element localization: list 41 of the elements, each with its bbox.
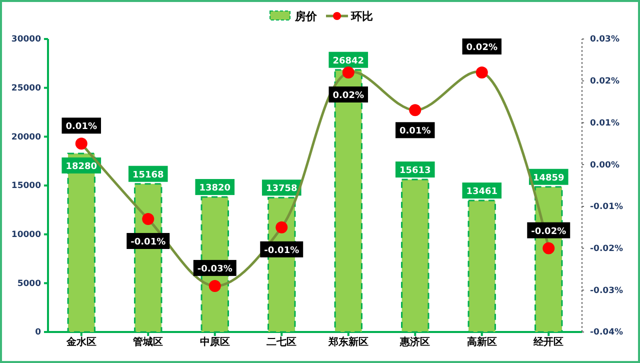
data-label: 13820 xyxy=(199,184,231,194)
data-label: 18280 xyxy=(66,162,98,172)
data-label: 15168 xyxy=(132,170,164,180)
y-tick-label: 10000 xyxy=(11,230,42,240)
data-label: 0.02% xyxy=(332,90,364,101)
y2-tick-label: 0.02% xyxy=(590,76,620,87)
legend-label: 环比 xyxy=(350,10,373,23)
data-label: 0.02% xyxy=(466,42,498,53)
data-label: 26842 xyxy=(332,56,364,66)
data-label: 13461 xyxy=(466,187,498,198)
x-tick-label: 郑东新区 xyxy=(327,336,368,348)
x-tick-label: 惠济区 xyxy=(399,336,430,348)
x-tick-label: 经开区 xyxy=(532,336,564,348)
legend-label: 房价 xyxy=(294,10,318,23)
x-tick-label: 二七区 xyxy=(266,336,297,348)
data-label: -0.02% xyxy=(531,226,566,237)
data-label: -0.03% xyxy=(197,264,232,274)
y2-tick-label: -0.02% xyxy=(590,244,624,254)
x-tick-label: 管城区 xyxy=(132,336,164,348)
x-tick-label: 金水区 xyxy=(65,336,96,348)
y2-tick-label: 0.03% xyxy=(590,34,620,45)
data-label: -0.01% xyxy=(264,246,300,256)
y-tick-label: 25000 xyxy=(11,84,42,94)
data-label: 14859 xyxy=(532,173,564,184)
y2-tick-label: 0.00% xyxy=(590,160,620,170)
data-label: 0.01% xyxy=(66,122,97,132)
y-tick-label: 15000 xyxy=(11,181,42,192)
data-label: 13758 xyxy=(266,184,298,194)
y-tick-label: 0 xyxy=(35,328,42,338)
data-label: 15613 xyxy=(399,166,431,176)
y-tick-label: 5000 xyxy=(17,278,42,289)
y-tick-label: 20000 xyxy=(11,132,42,142)
x-tick-label: 高新区 xyxy=(466,336,497,348)
y2-tick-label: 0.01% xyxy=(590,118,620,128)
y2-tick-label: -0.01% xyxy=(590,202,624,212)
data-label: 0.01% xyxy=(400,126,431,137)
y2-tick-label: -0.04% xyxy=(590,328,624,338)
data-label: -0.01% xyxy=(130,237,166,248)
x-tick-label: 中原区 xyxy=(200,336,230,348)
y-tick-label: 30000 xyxy=(11,34,42,45)
y2-tick-label: -0.03% xyxy=(590,286,624,296)
